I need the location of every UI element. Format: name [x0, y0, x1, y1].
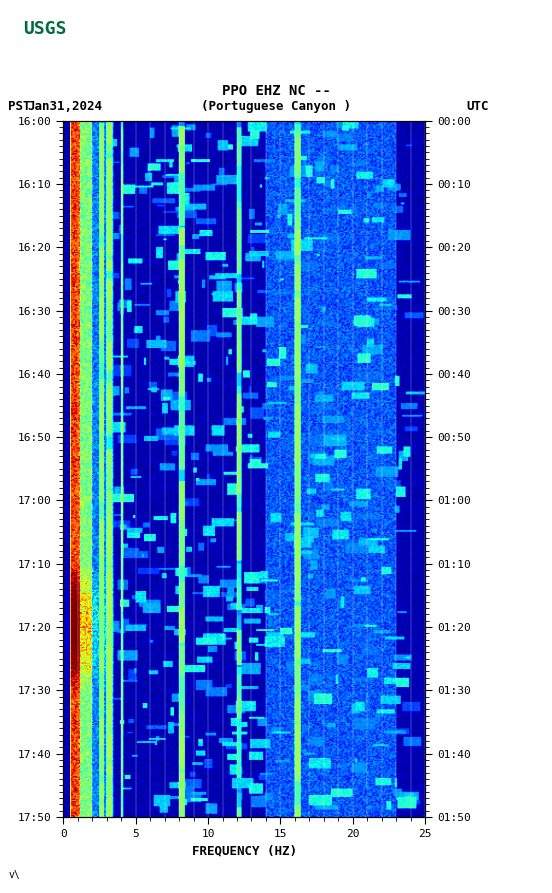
Text: USGS: USGS — [23, 20, 67, 38]
Text: UTC: UTC — [466, 100, 489, 113]
Text: PST: PST — [8, 100, 31, 113]
Text: Jan31,2024: Jan31,2024 — [28, 100, 103, 113]
Text: PPO EHZ NC --: PPO EHZ NC -- — [221, 84, 331, 98]
Text: (Portuguese Canyon ): (Portuguese Canyon ) — [201, 100, 351, 113]
Text: v\: v\ — [8, 870, 20, 880]
X-axis label: FREQUENCY (HZ): FREQUENCY (HZ) — [192, 845, 297, 857]
